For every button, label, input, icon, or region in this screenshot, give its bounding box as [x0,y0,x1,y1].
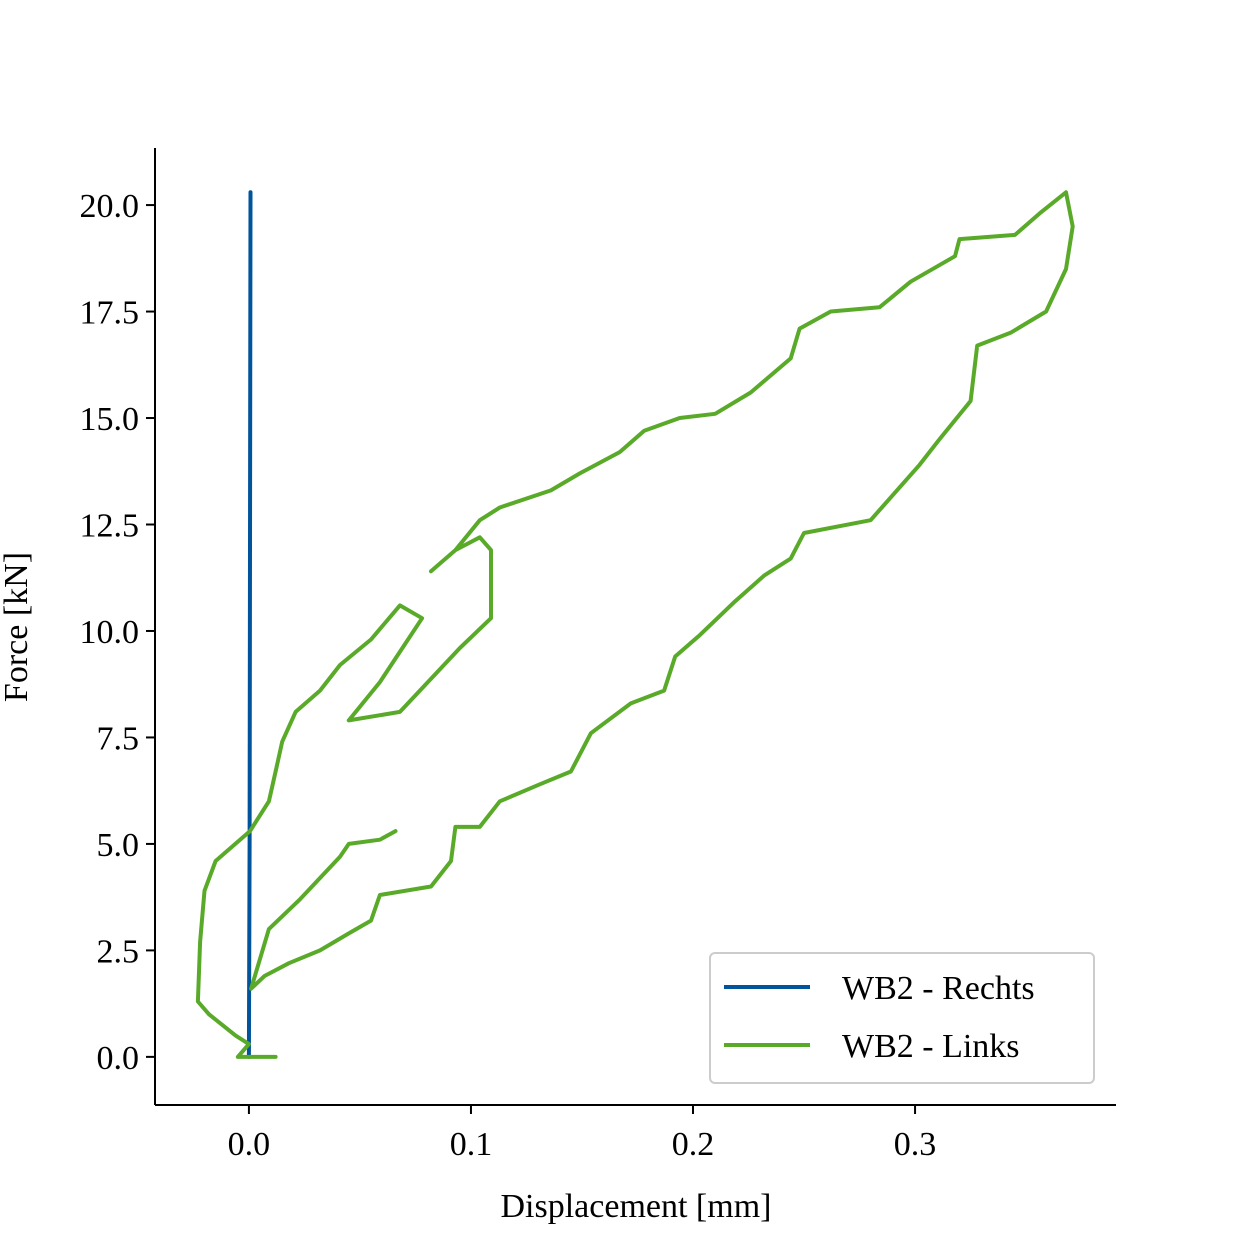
y-tick-label: 12.5 [80,507,140,544]
data-line [246,190,253,1059]
y-tick-label: 7.5 [97,720,140,757]
y-tick-label: 0.0 [97,1040,140,1077]
x-tick-label: 0.3 [894,1126,937,1163]
x-tick-label: 0.1 [450,1126,493,1163]
y-tick-label: 17.5 [80,295,140,332]
y-tick-label: 20.0 [80,188,140,225]
legend-label: WB2 - Rechts [842,970,1035,1007]
y-tick-label: 15.0 [80,401,140,438]
x-tick-label: 0.0 [228,1126,271,1163]
legend-label: WB2 - Links [842,1028,1020,1065]
x-tick-label: 0.2 [672,1126,715,1163]
x-axis-label: Displacement [mm] [501,1188,772,1225]
y-tick-label: 2.5 [97,933,140,970]
y-tick-label: 10.0 [80,614,140,651]
data-line [195,190,1075,1059]
y-axis-label: Force [kN] [0,552,35,702]
y-tick-label: 5.0 [97,827,140,864]
